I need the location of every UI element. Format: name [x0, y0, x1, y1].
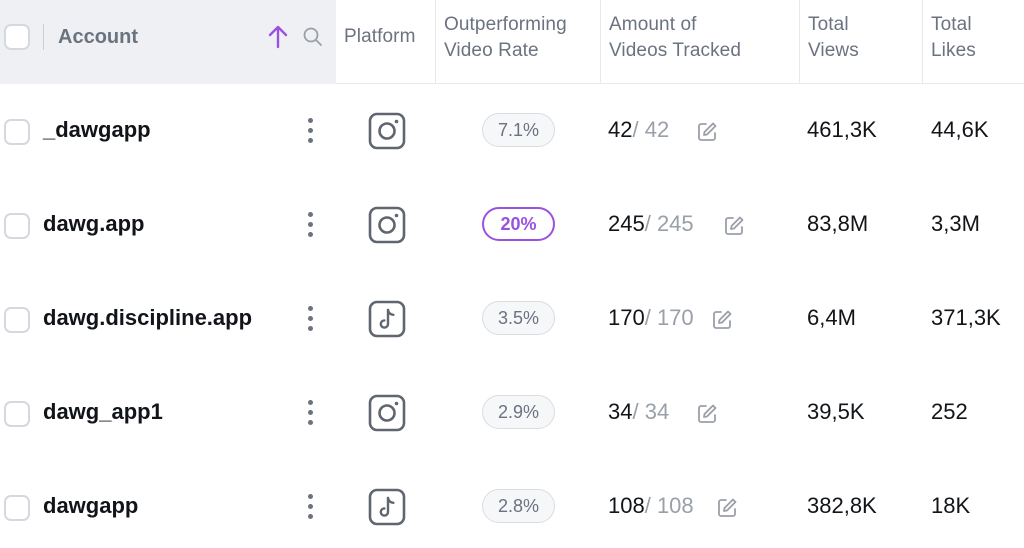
instagram-icon [368, 394, 406, 432]
table-row[interactable]: dawg.app 20% 245/ 245 83,8M 3,3M [0, 178, 1024, 272]
header-likes-line2: Likes [931, 40, 976, 61]
outperforming-rate-badge-highlighted: 20% [482, 207, 555, 241]
header-views-cell[interactable]: Total Views [799, 0, 922, 84]
tracked-count: 108 [608, 493, 645, 518]
videos-tracked: 42/ 42 [608, 114, 669, 146]
header-account-label[interactable]: Account [58, 26, 138, 48]
total-likes: 18K [931, 493, 971, 518]
total-views: 6,4M [807, 305, 856, 330]
row-checkbox[interactable] [4, 307, 30, 333]
table-row[interactable]: dawgapp 2.8% 108/ 108 382,8K 18K [0, 460, 1024, 548]
videos-tracked: 108/ 108 [608, 490, 694, 522]
header-likes-line1: Total [931, 14, 972, 35]
row-checkbox[interactable] [4, 213, 30, 239]
tracked-count: 34 [608, 399, 633, 424]
outperforming-rate-badge: 2.9% [482, 395, 555, 429]
more-options-icon[interactable] [298, 208, 322, 242]
tracked-total: / 42 [632, 117, 670, 142]
search-icon[interactable] [302, 26, 324, 48]
sort-ascending-icon[interactable] [266, 24, 290, 50]
edit-icon[interactable] [696, 121, 718, 143]
total-views: 382,8K [807, 493, 877, 518]
header-divider [43, 24, 44, 50]
row-checkbox[interactable] [4, 401, 30, 427]
header-views-line1: Total [808, 14, 849, 35]
edit-icon[interactable] [723, 215, 745, 237]
account-name[interactable]: dawg.app [43, 211, 145, 236]
header-rate-cell[interactable]: Outperforming Video Rate [435, 0, 600, 84]
table-row[interactable]: dawg.discipline.app 3.5% 170/ 170 6,4M 3… [0, 272, 1024, 366]
table-header: Account Platform Outperforming Video Rat… [0, 0, 1024, 84]
tiktok-icon [368, 488, 406, 526]
outperforming-rate-badge: 7.1% [482, 113, 555, 147]
tiktok-icon [368, 300, 406, 338]
edit-icon[interactable] [711, 309, 733, 331]
total-likes: 252 [931, 399, 968, 424]
header-platform-cell[interactable]: Platform [336, 0, 435, 84]
outperforming-rate-badge: 2.8% [482, 489, 555, 523]
tracked-count: 245 [608, 211, 645, 236]
header-rate-label: Outperforming Video Rate [444, 12, 567, 64]
table-row[interactable]: _dawgapp 7.1% 42/ 42 461,3K 44,6K [0, 84, 1024, 178]
header-rate-line1: Outperforming [444, 14, 567, 35]
edit-icon[interactable] [716, 497, 738, 519]
more-options-icon[interactable] [298, 396, 322, 430]
more-options-icon[interactable] [298, 302, 322, 336]
more-options-icon[interactable] [298, 490, 322, 524]
header-tracked-cell[interactable]: Amount of Videos Tracked [600, 0, 799, 84]
total-likes: 44,6K [931, 117, 989, 142]
total-views: 83,8M [807, 211, 869, 236]
tracked-total: / 170 [644, 305, 694, 330]
videos-tracked: 34/ 34 [608, 396, 669, 428]
header-tracked-line2: Videos Tracked [609, 40, 742, 61]
header-account-cell: Account [0, 0, 336, 84]
edit-icon[interactable] [696, 403, 718, 425]
tracked-count: 42 [608, 117, 633, 142]
total-views: 39,5K [807, 399, 865, 424]
header-views-label: Total Views [808, 12, 859, 64]
account-name[interactable]: _dawgapp [43, 117, 151, 142]
videos-tracked: 170/ 170 [608, 302, 694, 334]
header-views-line2: Views [808, 40, 859, 61]
header-likes-cell[interactable]: Total Likes [922, 0, 1024, 84]
instagram-icon [368, 112, 406, 150]
header-likes-label: Total Likes [931, 12, 976, 64]
total-likes: 371,3K [931, 305, 1001, 330]
account-name[interactable]: dawg_app1 [43, 399, 163, 424]
instagram-icon [368, 206, 406, 244]
account-name[interactable]: dawg.discipline.app [43, 305, 253, 330]
tracked-total: / 34 [632, 399, 670, 424]
header-tracked-label: Amount of Videos Tracked [609, 12, 741, 64]
total-views: 461,3K [807, 117, 877, 142]
outperforming-rate-badge: 3.5% [482, 301, 555, 335]
tracked-total: / 245 [644, 211, 694, 236]
total-likes: 3,3M [931, 211, 980, 236]
tracked-count: 170 [608, 305, 645, 330]
row-checkbox[interactable] [4, 495, 30, 521]
header-rate-line2: Video Rate [444, 40, 539, 61]
tracked-total: / 108 [644, 493, 694, 518]
header-platform-label: Platform [344, 26, 416, 47]
table-row[interactable]: dawg_app1 2.9% 34/ 34 39,5K 252 [0, 366, 1024, 460]
row-checkbox[interactable] [4, 119, 30, 145]
header-tracked-line1: Amount of [609, 14, 697, 35]
more-options-icon[interactable] [298, 114, 322, 148]
videos-tracked: 245/ 245 [608, 208, 694, 240]
select-all-checkbox[interactable] [4, 24, 30, 50]
account-name[interactable]: dawgapp [43, 493, 139, 518]
